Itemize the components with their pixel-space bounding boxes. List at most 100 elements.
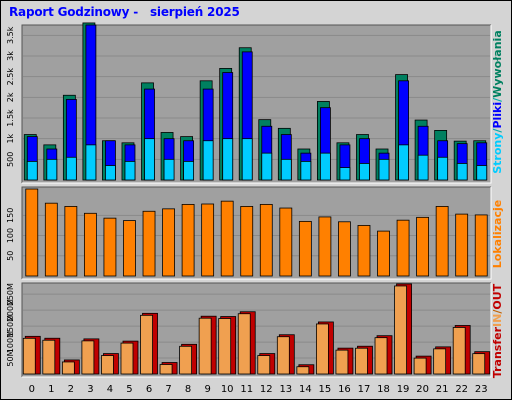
- requests-plot-area: [22, 25, 491, 183]
- x-axis-label: 12: [260, 384, 273, 395]
- lokalizacje-bar: [220, 200, 234, 277]
- strony-bar: [319, 152, 331, 181]
- strony-bar: [85, 144, 97, 181]
- lokalizacje-bar: [474, 214, 488, 277]
- locations-legend: Lokalizacje: [491, 200, 504, 268]
- x-axis-label: 13: [279, 384, 292, 395]
- legend-entry: OUT: [491, 283, 504, 309]
- strony-bar: [456, 163, 468, 181]
- transfer-legend: TransferIN/OUT: [491, 283, 504, 378]
- strony-bar: [300, 160, 312, 181]
- requests-ytick-label: 3.5k: [6, 26, 15, 44]
- transfer-in-bar: [355, 347, 368, 375]
- lokalizacje-bar: [455, 213, 469, 277]
- legend-entry: Transfer: [491, 326, 504, 378]
- x-axis-label: 8: [185, 384, 191, 395]
- lokalizacje-bar: [318, 216, 332, 277]
- x-axis-label: 1: [48, 384, 54, 395]
- legend-entry: Lokalizacje: [491, 200, 504, 268]
- lokalizacje-bar: [338, 221, 351, 277]
- x-axis-label: 10: [221, 384, 234, 395]
- lokalizacje-bar: [142, 210, 156, 277]
- lokalizacje-bar: [103, 217, 117, 277]
- requests-ytick-label: 2k: [6, 92, 15, 102]
- locations-ytick-label: 150: [6, 208, 15, 223]
- lokalizacje-bar: [416, 216, 430, 277]
- lokalizacje-bar: [259, 203, 273, 277]
- x-axis-label: 4: [107, 384, 113, 395]
- transfer-ytick-label: 250M: [6, 283, 15, 305]
- transfer-ytick-label: 200M: [6, 299, 15, 321]
- x-axis-label: 9: [204, 384, 210, 395]
- x-axis-label: 6: [146, 384, 152, 395]
- x-axis-label: 17: [358, 384, 371, 395]
- lokalizacje-bar: [83, 212, 97, 277]
- lokalizacje-bar: [396, 219, 410, 277]
- requests-ytick-label: 3k: [6, 51, 15, 61]
- legend-entry: /: [491, 309, 504, 314]
- strony-bar: [241, 138, 253, 181]
- x-axis-label: 0: [29, 384, 35, 395]
- lokalizacje-bar: [377, 230, 390, 277]
- legend-entry: /: [491, 128, 504, 133]
- strony-bar: [261, 152, 273, 181]
- x-axis-label: 11: [240, 384, 253, 395]
- strony-bar: [65, 156, 77, 181]
- requests-legend: Strony/Pliki/Wywołania: [491, 30, 504, 174]
- x-axis-label: 19: [397, 384, 410, 395]
- x-axis-label: 3: [87, 384, 93, 395]
- legend-entry: Strony: [491, 133, 504, 174]
- transfer-in-bar: [218, 318, 232, 375]
- lokalizacje-bar: [201, 203, 215, 277]
- report-title: Raport Godzinowy - sierpień 2025: [9, 5, 240, 19]
- strony-bar: [163, 158, 175, 181]
- lokalizacje-bar: [240, 206, 254, 277]
- transfer-in-bar: [335, 349, 349, 375]
- transfer-in-bar: [257, 355, 271, 375]
- requests-ytick-label: 2.5k: [6, 68, 15, 86]
- strony-bar: [46, 158, 58, 181]
- requests-plot-area-shadow: [21, 24, 491, 183]
- x-axis-label: 5: [126, 384, 132, 395]
- lokalizacje-bar: [162, 208, 175, 277]
- x-axis-label: 16: [338, 384, 351, 395]
- transfer-plot-area-shadow: [21, 282, 491, 377]
- lokalizacje-bar: [123, 220, 136, 277]
- x-axis-label: 14: [299, 384, 312, 395]
- strony-bar: [359, 163, 370, 181]
- strony-bar: [222, 138, 234, 181]
- transfer-in-bar: [81, 340, 95, 375]
- transfer-in-bar: [198, 317, 212, 375]
- strony-bar: [437, 156, 449, 181]
- locations-ytick-label: 100: [6, 228, 15, 243]
- x-axis-label: 23: [475, 384, 488, 395]
- transfer-in-bar: [452, 327, 466, 375]
- transfer-in-bar: [374, 337, 388, 375]
- x-axis-label: 21: [436, 384, 449, 395]
- transfer-in-bar: [296, 366, 310, 375]
- lokalizacje-bar: [64, 206, 78, 277]
- transfer-ytick-label: 150M: [6, 315, 15, 337]
- transfer-in-bar: [61, 361, 75, 375]
- transfer-in-bar: [315, 323, 329, 375]
- transfer-in-bar: [472, 353, 486, 375]
- transfer-in-bar: [179, 345, 193, 375]
- lokalizacje-bar: [298, 220, 312, 277]
- x-axis-label: 2: [68, 384, 74, 395]
- strony-bar: [202, 140, 214, 181]
- x-axis-label: 20: [416, 384, 429, 395]
- lokalizacje-bar: [279, 207, 293, 277]
- transfer-ytick-label: 100M: [6, 331, 15, 353]
- lokalizacje-bar: [357, 225, 371, 277]
- lokalizacje-bar: [25, 188, 39, 277]
- transfer-in-bar: [140, 314, 153, 375]
- x-axis-label: 18: [377, 384, 390, 395]
- strony-bar: [144, 138, 155, 181]
- lokalizacje-bar: [44, 202, 58, 277]
- locations-ytick-label: 50: [6, 251, 15, 261]
- strony-bar: [378, 158, 390, 181]
- transfer-in-bar: [42, 339, 56, 375]
- transfer-in-bar: [101, 355, 114, 375]
- locations-plot-area: [22, 187, 491, 279]
